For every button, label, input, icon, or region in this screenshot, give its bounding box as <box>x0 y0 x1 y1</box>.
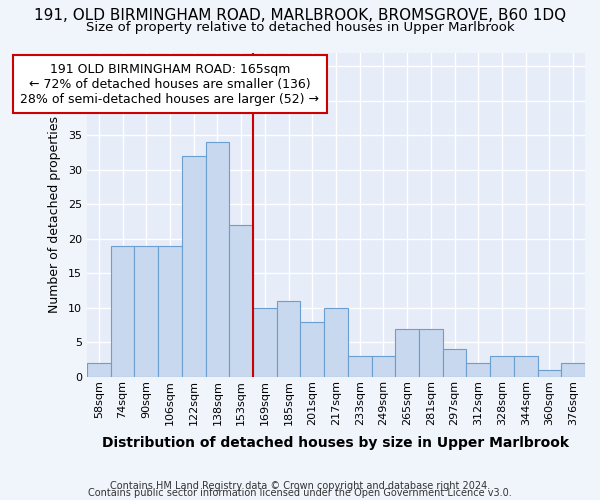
Bar <box>419 328 443 377</box>
Bar <box>324 308 348 377</box>
Text: Contains public sector information licensed under the Open Government Licence v3: Contains public sector information licen… <box>88 488 512 498</box>
Text: 191, OLD BIRMINGHAM ROAD, MARLBROOK, BROMSGROVE, B60 1DQ: 191, OLD BIRMINGHAM ROAD, MARLBROOK, BRO… <box>34 8 566 22</box>
Bar <box>206 142 229 377</box>
Bar <box>466 363 490 377</box>
Bar <box>301 322 324 377</box>
X-axis label: Distribution of detached houses by size in Upper Marlbrook: Distribution of detached houses by size … <box>103 436 569 450</box>
Bar <box>348 356 371 377</box>
Bar <box>87 363 111 377</box>
Bar <box>371 356 395 377</box>
Text: 191 OLD BIRMINGHAM ROAD: 165sqm
← 72% of detached houses are smaller (136)
28% o: 191 OLD BIRMINGHAM ROAD: 165sqm ← 72% of… <box>20 63 320 106</box>
Bar <box>395 328 419 377</box>
Y-axis label: Number of detached properties: Number of detached properties <box>48 116 61 313</box>
Bar <box>514 356 538 377</box>
Bar <box>443 350 466 377</box>
Bar <box>158 246 182 377</box>
Bar <box>134 246 158 377</box>
Text: Contains HM Land Registry data © Crown copyright and database right 2024.: Contains HM Land Registry data © Crown c… <box>110 481 490 491</box>
Bar <box>277 301 301 377</box>
Bar <box>538 370 561 377</box>
Bar <box>229 225 253 377</box>
Bar <box>561 363 585 377</box>
Bar <box>182 156 206 377</box>
Text: Size of property relative to detached houses in Upper Marlbrook: Size of property relative to detached ho… <box>86 21 514 34</box>
Bar <box>111 246 134 377</box>
Bar <box>253 308 277 377</box>
Bar <box>490 356 514 377</box>
